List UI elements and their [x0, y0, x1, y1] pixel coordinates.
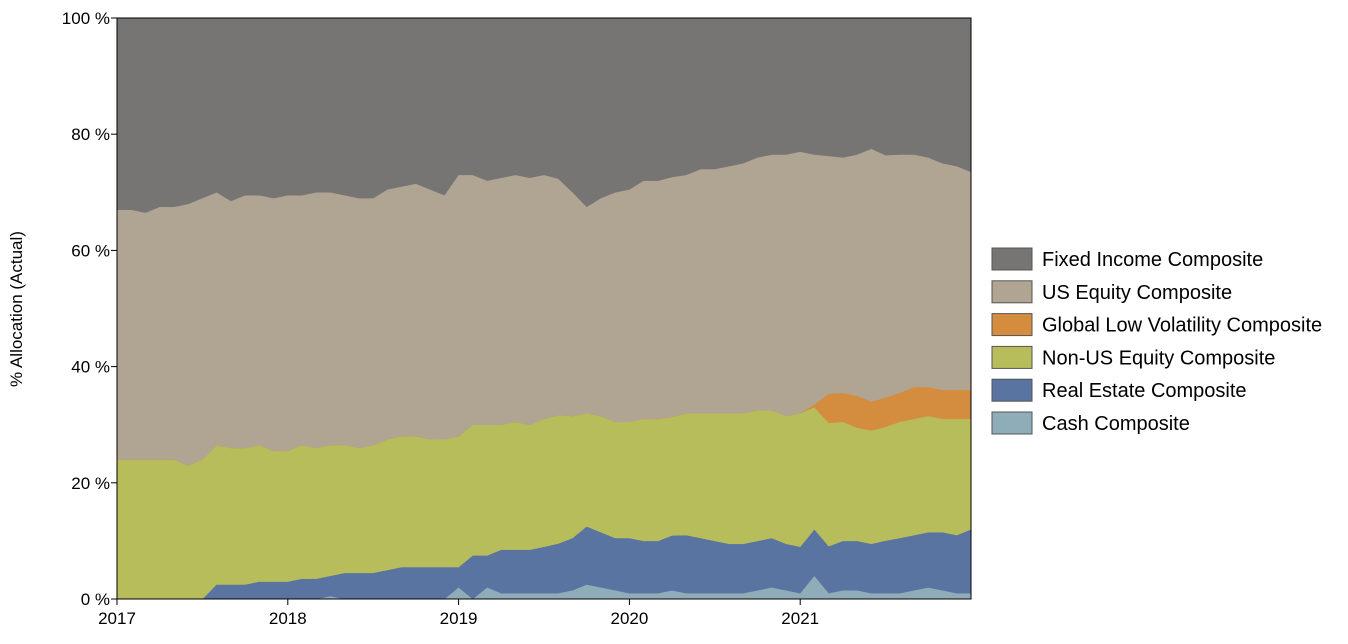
legend-label: Cash Composite	[1042, 413, 1190, 435]
legend-label: Global Low Volatility Composite	[1042, 315, 1322, 337]
y-tick-label: 20 %	[71, 474, 110, 493]
legend: Fixed Income Composite US Equity Composit…	[991, 247, 1322, 435]
legend-swatch	[991, 247, 1033, 271]
x-tick-label: 2021	[781, 609, 819, 628]
x-tick-label: 2020	[610, 609, 648, 628]
y-tick-label: 100 %	[62, 9, 110, 28]
legend-swatch	[991, 313, 1033, 337]
area-series-group	[116, 17, 972, 600]
plot-frame	[116, 17, 972, 600]
x-tick-label: 2017	[98, 609, 136, 628]
y-tick-label: 60 %	[71, 241, 110, 260]
legend-swatch	[991, 378, 1033, 402]
legend-label: Fixed Income Composite	[1042, 249, 1263, 271]
y-axis-label: % Allocation (Actual)	[7, 231, 26, 387]
legend-label: Non-US Equity Composite	[1042, 347, 1275, 369]
legend-swatch	[991, 411, 1033, 435]
legend-swatch	[991, 345, 1033, 369]
legend-label: Real Estate Composite	[1042, 380, 1247, 402]
x-axis: 2017 2018 2019 2020 2021	[98, 599, 819, 628]
x-tick-label: 2018	[269, 609, 307, 628]
y-tick-label: 0 %	[81, 590, 110, 609]
y-axis: 0 % 20 % 40 % 60 % 80 % 100 %	[62, 9, 117, 609]
y-tick-label: 40 %	[71, 358, 110, 377]
y-tick-label: 80 %	[71, 125, 110, 144]
legend-item-cash-composite: Cash Composite	[991, 411, 1190, 435]
legend-item-fixed-income-composite: Fixed Income Composite	[991, 247, 1263, 271]
x-tick-label: 2019	[440, 609, 478, 628]
legend-item-us-equity-composite: US Equity Composite	[991, 280, 1232, 304]
legend-label: US Equity Composite	[1042, 282, 1232, 304]
legend-swatch	[991, 280, 1033, 304]
legend-item-real-estate-composite: Real Estate Composite	[991, 378, 1247, 402]
legend-item-non-us-equity-composite: Non-US Equity Composite	[991, 345, 1275, 369]
legend-item-global-low-volatility-composite: Global Low Volatility Composite	[991, 313, 1322, 337]
